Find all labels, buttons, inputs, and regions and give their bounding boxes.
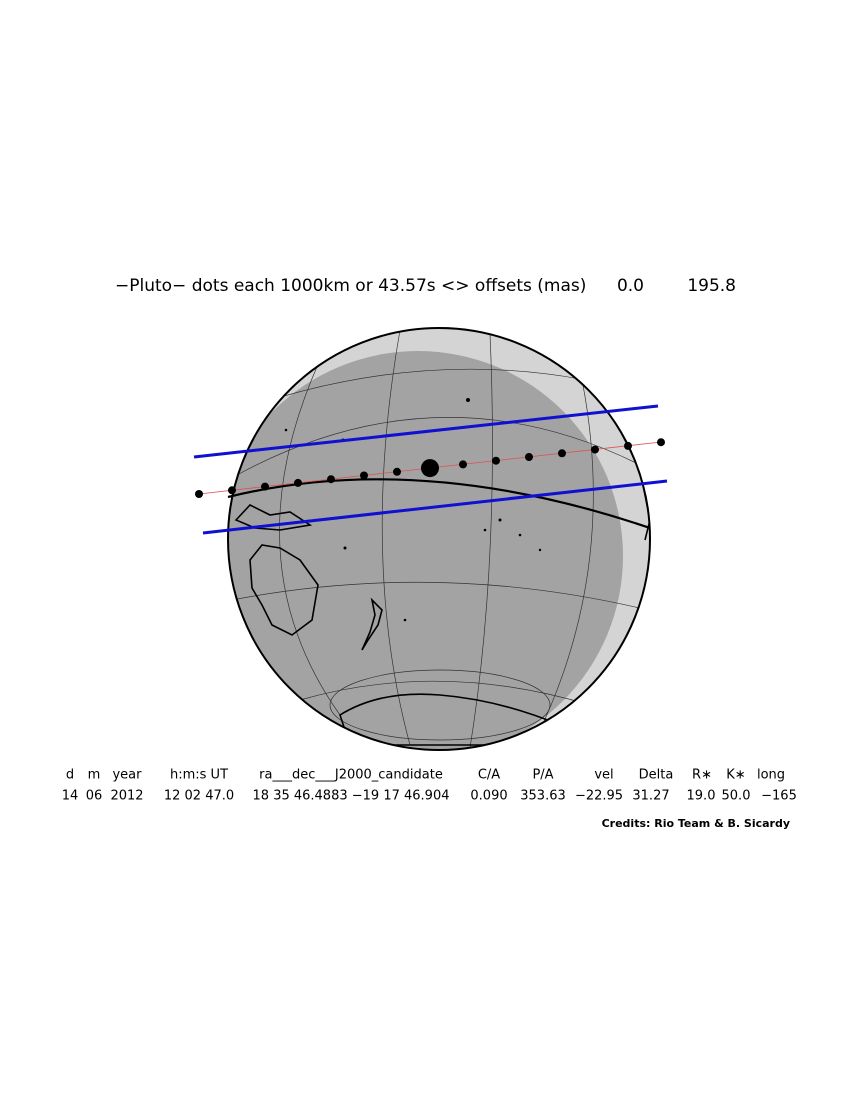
value-cell: 50.0 <box>722 789 751 804</box>
header-cell: R∗ <box>692 768 712 783</box>
dot <box>195 490 203 498</box>
dot <box>525 453 533 461</box>
dot <box>421 459 439 478</box>
dot <box>591 445 599 454</box>
value-cell: 18 35 46.4883 −19 17 46.904 <box>253 789 450 804</box>
offset-y: 195.8 <box>687 276 736 296</box>
credits: Credits: Rio Team & B. Sicardy <box>602 817 790 830</box>
dot <box>459 460 467 469</box>
value-cell: 19.0 <box>687 789 716 804</box>
map-title: −Pluto− dots each 1000km or 43.57s <> of… <box>115 276 586 296</box>
central-line-earth <box>227 478 651 530</box>
header-cell: K∗ <box>726 768 745 783</box>
dot <box>294 478 302 487</box>
header-cell: d <box>66 768 74 783</box>
dot <box>492 456 500 465</box>
value-cell: 353.63 <box>520 789 566 804</box>
header-cell: h:m:s UT <box>170 768 228 783</box>
dot <box>558 449 566 458</box>
header-cell: long <box>757 768 785 783</box>
dot <box>360 471 368 480</box>
globe <box>228 328 650 750</box>
shadow-limit-north <box>193 404 659 459</box>
value-cell: −22.95 <box>575 789 623 804</box>
value-cell: 14 <box>62 789 79 804</box>
dot <box>228 486 236 495</box>
shadow-limit-south <box>202 479 668 535</box>
value-cell: 06 <box>86 789 103 804</box>
time-dots <box>195 438 665 498</box>
dot <box>393 467 401 476</box>
value-cell: 0.090 <box>470 789 507 804</box>
offset-x: 0.0 <box>617 276 644 296</box>
header-cell: P/A <box>532 768 553 783</box>
event-table: d m year h:m:s UT ra___dec___J2000_candidate… <box>62 768 797 804</box>
dot <box>261 482 269 491</box>
header-cell: year <box>112 768 142 783</box>
dot <box>327 475 335 484</box>
header-cell: m <box>88 768 101 783</box>
dot <box>624 441 632 450</box>
value-cell: 2012 <box>110 789 143 804</box>
header-cell: C/A <box>478 768 500 783</box>
value-cell: −165 <box>761 789 797 804</box>
globe-outline <box>227 327 651 751</box>
value-cell: 12 02 47.0 <box>164 789 234 804</box>
header-cell: ra___dec___J2000_candidate <box>259 768 443 783</box>
value-cell: 31.27 <box>632 789 669 804</box>
header-cell: Delta <box>639 768 674 783</box>
dot <box>657 438 665 447</box>
header-cell: vel <box>594 768 613 783</box>
